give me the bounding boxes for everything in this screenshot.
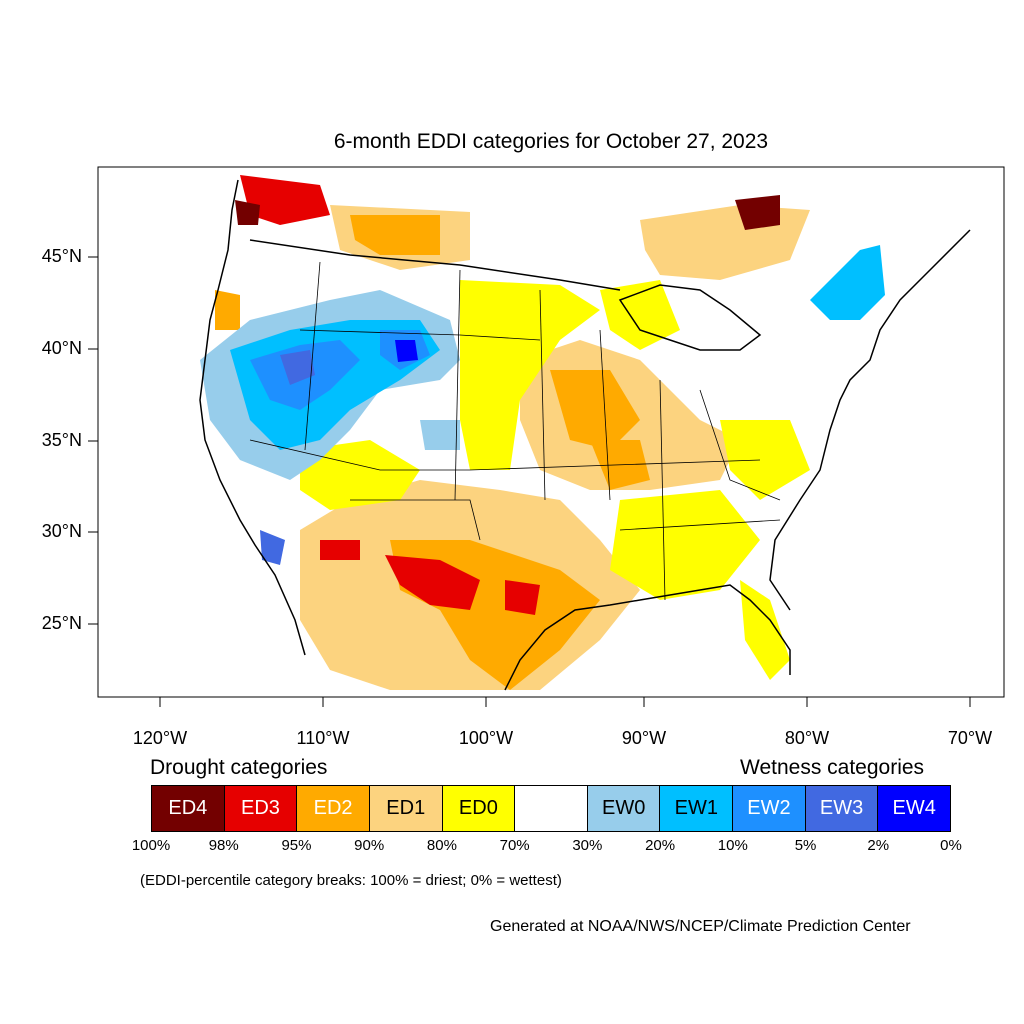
percent-break-label: 20% [645, 837, 676, 854]
ed3-region-east-texas [505, 580, 540, 615]
legend-cell-ed1: ED1 [369, 786, 443, 831]
ed0-region-southeast [610, 490, 760, 600]
ed0-region-great-basin [300, 440, 420, 510]
wetness-heading: Wetness categories [740, 756, 925, 779]
lon-label-70w: 70°W [947, 728, 993, 748]
lat-label-25n: 25°N [41, 613, 82, 633]
canada-border [249, 239, 621, 291]
percent-break-label: 70% [499, 837, 530, 854]
ed0-region-michigan [600, 280, 680, 350]
lon-label-120w: 120°W [132, 728, 188, 748]
tick-marks [88, 256, 971, 707]
ed4-region-ontario [735, 195, 780, 230]
lon-label-100w: 100°W [458, 728, 514, 748]
ed0-region-ohio [720, 420, 810, 500]
ed0-region-florida [740, 580, 790, 680]
ed3-region-texas [385, 555, 480, 610]
ed2-region-iowa [550, 370, 640, 450]
percent-break-label: 5% [794, 837, 817, 854]
ed2-region-montana [350, 215, 440, 255]
percent-break-label: 80% [426, 837, 457, 854]
coastlines [199, 179, 971, 691]
percent-break-label: 2% [867, 837, 890, 854]
lon-label-110w: 110°W [296, 728, 350, 748]
ew3-region-utah [280, 350, 315, 385]
state-borders [249, 261, 781, 601]
plot-frame [97, 166, 1005, 698]
legend-cell-ew0: EW0 [587, 786, 661, 831]
drought-heading: Drought categories [150, 756, 328, 779]
legend-cell-ew1: EW1 [660, 786, 734, 831]
ed0-regions [300, 280, 810, 680]
ew0-region-colorado [420, 420, 460, 450]
legend-cell-ew4: EW4 [878, 786, 951, 831]
legend-cell-ed2: ED2 [297, 786, 370, 831]
percent-break-label: 95% [281, 837, 312, 854]
lat-label-35n: 35°N [41, 430, 82, 450]
great-lakes [618, 284, 762, 351]
ed3-regions [240, 175, 540, 615]
west-coast [199, 179, 306, 656]
lon-label-90w: 90°W [621, 728, 667, 748]
percent-break-label: 100% [131, 837, 171, 854]
legend-bar: ED4 ED3 ED2 ED1 ED0 EW0 EW1 EW2 EW3 EW4 [151, 785, 951, 832]
legend-cell-ed4: ED4 [152, 786, 225, 831]
ed0-region-plains [460, 280, 600, 470]
category-note: (EDDI-percentile category breaks: 100% =… [140, 872, 562, 889]
legend-cell-ew3: EW3 [805, 786, 879, 831]
ew4-region-wyoming [395, 340, 418, 362]
wetness-regions [200, 245, 885, 565]
percent-break-label: 10% [717, 837, 748, 854]
lon-label-80w: 80°W [784, 728, 830, 748]
east-coast [769, 229, 971, 611]
lat-label-40n: 40°N [41, 338, 82, 358]
ed2-region-pnw [215, 290, 240, 330]
percent-break-label: 90% [354, 837, 385, 854]
legend-cell-ew2: EW2 [733, 786, 806, 831]
percent-break-label: 98% [208, 837, 239, 854]
ed4-region-washington [235, 200, 260, 225]
ed4-regions [235, 195, 780, 230]
credit-text: Generated at NOAA/NWS/NCEP/Climate Predi… [490, 918, 911, 935]
percent-break-label: 0% [940, 837, 962, 854]
ew1-region-new-england [810, 245, 885, 320]
legend-cell-ed0: ED0 [442, 786, 516, 831]
ed3-region-arizona [320, 540, 360, 560]
map-title: 6-month EDDI categories for October 27, … [333, 130, 769, 153]
lat-label-45n: 45°N [41, 246, 82, 266]
ed3-region-washington [240, 175, 330, 225]
legend-cell-none [515, 786, 588, 831]
gulf-coast [504, 584, 791, 691]
percent-break-label: 30% [572, 837, 603, 854]
ew3-region-baja [260, 530, 285, 565]
legend-cell-ed3: ED3 [224, 786, 298, 831]
lat-label-30n: 30°N [41, 521, 82, 541]
